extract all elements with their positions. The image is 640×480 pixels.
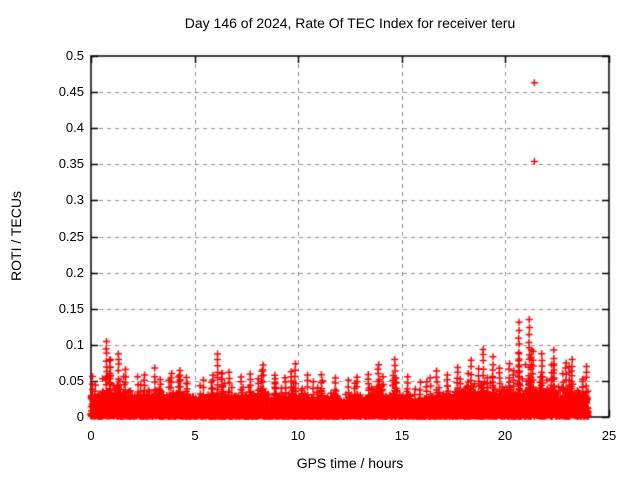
- x-tick-label: 25: [601, 428, 617, 443]
- y-tick-label: 0.1: [65, 337, 84, 352]
- y-tick-label: 0.5: [65, 48, 84, 63]
- y-tick-label: 0: [76, 409, 84, 424]
- y-tick-label: 0.4: [65, 120, 84, 135]
- x-tick-label: 5: [191, 428, 199, 443]
- x-tick-label: 20: [497, 428, 513, 443]
- y-tick-label: 0.3: [65, 192, 84, 207]
- y-tick-label: 0.25: [58, 229, 84, 244]
- y-tick-label: 0.15: [58, 301, 84, 316]
- y-tick-label: 0.05: [58, 373, 84, 388]
- y-tick-label: 0.2: [65, 265, 84, 280]
- y-tick-label: 0.35: [58, 156, 84, 171]
- chart-title: Day 146 of 2024, Rate Of TEC Index for r…: [184, 15, 516, 31]
- x-tick-label: 10: [290, 428, 306, 443]
- x-tick-label: 15: [394, 428, 410, 443]
- x-tick-label: 0: [87, 428, 95, 443]
- y-tick-label: 0.45: [58, 84, 84, 99]
- x-axis-label: GPS time / hours: [296, 455, 404, 471]
